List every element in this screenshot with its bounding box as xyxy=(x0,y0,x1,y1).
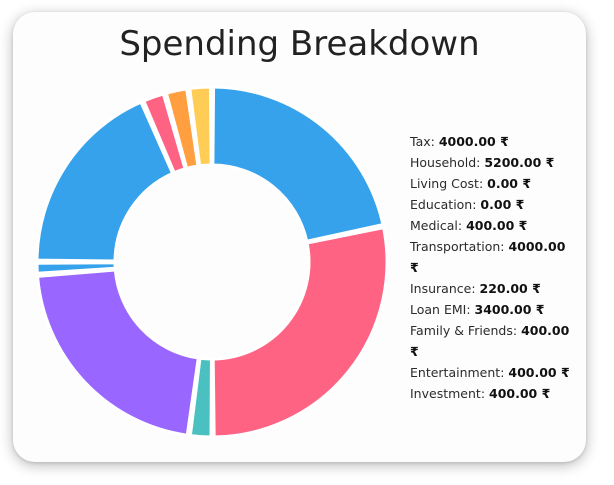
legend-separator: : xyxy=(430,134,439,149)
legend-separator: : xyxy=(471,281,480,296)
legend-value: 3400.00 ₹ xyxy=(474,302,545,317)
legend-label: Household xyxy=(410,155,477,170)
legend-label: Education xyxy=(410,197,473,212)
legend-item-tax[interactable]: Tax: 4000.00 ₹ xyxy=(410,131,576,152)
chart-legend: Tax: 4000.00 ₹ Household: 5200.00 ₹ Living… xyxy=(410,131,576,404)
legend-separator: : xyxy=(466,302,475,317)
legend-item-investment[interactable]: Investment: 400.00 ₹ xyxy=(410,383,576,404)
legend-value: 0.00 ₹ xyxy=(480,197,525,212)
legend-item-entertainment[interactable]: Entertainment: 400.00 ₹ xyxy=(410,362,576,383)
chart-card: Spending Breakdown Tax: 4000.00 ₹ Househo… xyxy=(13,12,586,462)
legend-label: Medical xyxy=(410,218,458,233)
legend-separator: : xyxy=(457,218,467,233)
slice-family-friends[interactable] xyxy=(141,92,187,175)
legend-separator: : xyxy=(500,239,509,254)
doughnut-chart xyxy=(35,85,389,439)
legend-item-education[interactable]: Education: 0.00 ₹ xyxy=(410,194,576,215)
legend-value: 400.00 ₹ xyxy=(489,386,551,401)
legend-separator: : xyxy=(512,323,522,338)
legend-separator: : xyxy=(472,197,481,212)
slice-insurance[interactable] xyxy=(35,261,117,275)
legend-separator: : xyxy=(476,155,485,170)
legend-label: Transportation xyxy=(410,239,501,254)
legend-item-medical[interactable]: Medical: 400.00 ₹ xyxy=(410,215,576,236)
legend-value: 400.00 ₹ xyxy=(508,365,570,380)
legend-item-transportation[interactable]: Transportation: 4000.00 ₹ xyxy=(410,236,576,278)
legend-label: Insurance xyxy=(410,281,472,296)
legend-value: 400.00 ₹ xyxy=(466,218,528,233)
legend-label: Tax xyxy=(410,134,431,149)
legend-value: 5200.00 ₹ xyxy=(484,155,555,170)
chart-title: Spending Breakdown xyxy=(119,24,480,64)
legend-label: Loan EMI xyxy=(410,302,467,317)
legend-label: Family & Friends xyxy=(410,323,513,338)
legend-label: Living Cost xyxy=(410,176,479,191)
legend-value: 0.00 ₹ xyxy=(487,176,532,191)
legend-item-loan-emi[interactable]: Loan EMI: 3400.00 ₹ xyxy=(410,299,576,320)
slice-transportation[interactable] xyxy=(35,268,200,437)
legend-label: Investment xyxy=(410,386,481,401)
legend-item-family-friends[interactable]: Family & Friends: 400.00 ₹ xyxy=(410,320,576,362)
legend-separator: : xyxy=(500,365,509,380)
slice-medical[interactable] xyxy=(188,356,213,439)
slice-loan-emi[interactable] xyxy=(35,100,175,263)
slice-investment[interactable] xyxy=(188,85,213,168)
legend-item-insurance[interactable]: Insurance: 220.00 ₹ xyxy=(410,278,576,299)
slice-entertainment[interactable] xyxy=(164,87,200,171)
legend-value: 220.00 ₹ xyxy=(479,281,541,296)
legend-label: Entertainment xyxy=(410,365,501,380)
legend-value: 400.00 ₹ xyxy=(410,323,570,359)
legend-value: 4000.00 ₹ xyxy=(438,134,509,149)
slice-tax[interactable] xyxy=(211,85,385,244)
legend-item-household[interactable]: Household: 5200.00 ₹ xyxy=(410,152,576,173)
legend-separator: : xyxy=(478,176,488,191)
legend-separator: : xyxy=(480,386,489,401)
legend-item-living-cost[interactable]: Living Cost: 0.00 ₹ xyxy=(410,173,576,194)
slice-household[interactable] xyxy=(211,225,389,439)
legend-value: 4000.00 ₹ xyxy=(410,239,566,275)
